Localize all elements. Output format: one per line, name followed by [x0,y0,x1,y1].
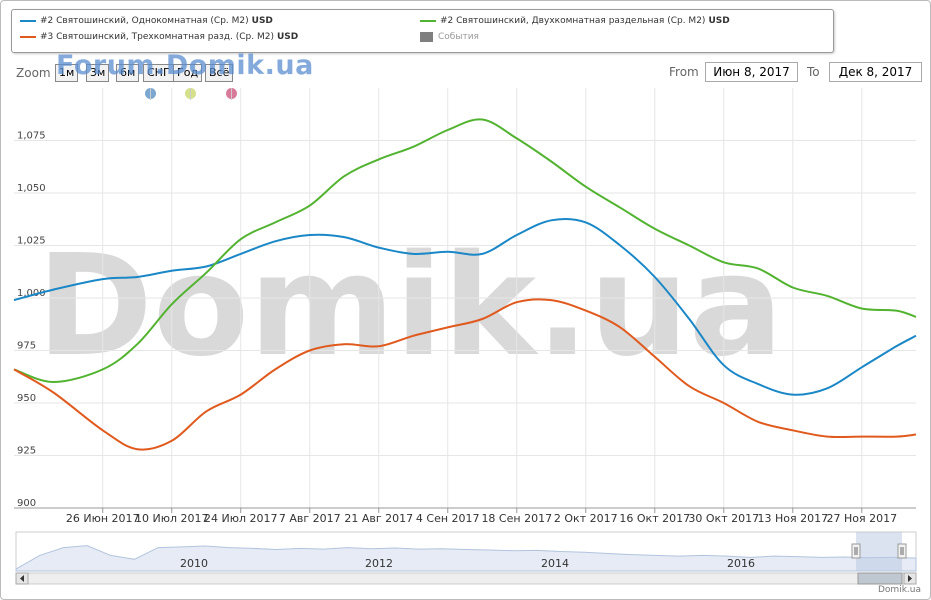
x-tick-label: 2 Окт 2017 [554,512,618,525]
y-tick-label: 1,025 [17,236,46,247]
navigator-handle[interactable] [851,543,861,559]
legend-swatch [20,36,36,38]
navigator[interactable]: 2010 2012 2014 2016 [15,531,917,585]
legend-item-two-room[interactable]: #2 Святошинский, Двухкомнатная раздельна… [420,16,730,26]
from-label: From [669,65,699,79]
x-tick-label: 26 Июн 2017 [66,512,140,525]
zoom-button-3[interactable]: СНГ [143,64,174,82]
domik-watermark: Domik.ua [37,225,784,388]
y-tick-label: 1,050 [17,183,46,194]
legend-label: #2 Святошинский, Двухкомнатная раздельна… [440,16,706,26]
legend-item-events[interactable]: События [420,32,479,42]
navigator-year-label: 2014 [541,557,569,570]
navigator-selection[interactable] [856,532,902,571]
x-tick-label: 18 Сен 2017 [481,512,552,525]
legend-unit: USD [708,16,730,26]
legend-item-three-room[interactable]: #3 Святошинский, Трехкомнатная разд. (Ср… [20,32,298,42]
legend-label: #2 Святошинский, Однокомнатная (Ср. М2) [40,16,249,26]
series-line-0[interactable] [13,217,917,396]
y-tick-label: 925 [17,446,36,457]
legend-swatch [420,20,436,22]
series-lines [13,118,917,451]
zoom-button-1[interactable]: 3м [86,64,110,82]
x-tick-label: 21 Авг 2017 [344,512,413,525]
navigator-year-label: 2016 [727,557,755,570]
zoom-button-2[interactable]: 6м [116,64,140,82]
x-tick-label: 27 Ноя 2017 [826,512,897,525]
to-label: To [807,65,820,79]
x-tick-label: 13 Ноя 2017 [757,512,828,525]
legend-unit: USD [251,16,273,26]
legend-item-one-room[interactable]: #2 Святошинский, Однокомнатная (Ср. М2) … [20,16,273,26]
scrollbar-track[interactable] [15,572,917,585]
series-line-2[interactable] [13,298,917,451]
legend: #2 Святошинский, Однокомнатная (Ср. М2) … [11,9,834,53]
x-tick-label: 4 Сен 2017 [416,512,480,525]
forum-watermark: Forum.Domik.ua [56,50,314,81]
zoom-button-0[interactable]: 1м [55,64,79,82]
legend-unit: USD [276,32,299,42]
from-date-input[interactable]: Июн 8, 2017 [705,62,798,82]
series-line-1[interactable] [13,118,917,384]
chevron-left-icon [20,575,24,582]
grid [14,88,916,509]
y-tick-label: 900 [17,498,36,509]
x-tick-label: 24 Июл 2017 [204,512,278,525]
legend-label: События [438,32,479,42]
x-tick-label: 16 Окт 2017 [619,512,690,525]
legend-swatch [420,32,433,42]
legend-swatch [20,20,36,22]
y-tick-label: 950 [17,393,36,404]
x-tick-label: 30 Окт 2017 [688,512,759,525]
navigator-handle[interactable] [897,543,907,559]
y-tick-label: 975 [17,341,36,352]
navigator-year-label: 2012 [365,557,393,570]
navigator-year-label: 2010 [180,557,208,570]
x-tick-label: 7 Авг 2017 [279,512,341,525]
footer-credit: Domik.ua [878,585,921,595]
to-date-input[interactable]: Дек 8, 2017 [829,62,922,82]
y-tick-label: 1,075 [17,131,46,142]
y-tick-label: 1,000 [17,288,46,299]
zoom-button-5[interactable]: Всё [205,64,234,82]
navigator-series [15,545,917,572]
x-tick-label: 10 Июл 2017 [135,512,209,525]
zoom-label: Zoom [16,66,51,80]
chevron-right-icon [908,575,912,582]
scrollbar-thumb[interactable] [857,572,903,585]
legend-label: #3 Святошинский, Трехкомнатная разд. (Ср… [40,32,274,42]
y-axis: 900 925 950 975 1,000 1,025 1,050 1,075 [17,131,46,510]
zoom-button-4[interactable]: Год [173,64,203,82]
